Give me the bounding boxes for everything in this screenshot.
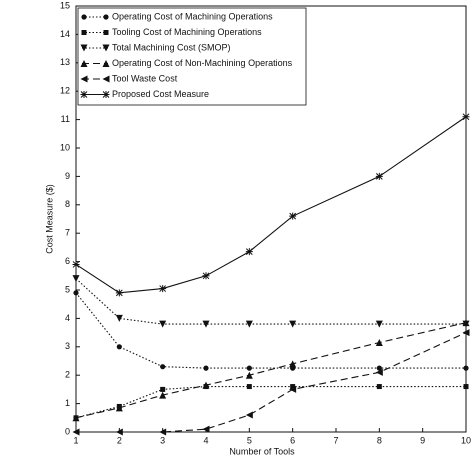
marker [375, 320, 383, 328]
series-line [75, 116, 467, 294]
marker [102, 60, 110, 67]
y-tick-label: 13 [60, 57, 70, 67]
marker [289, 212, 297, 220]
marker [160, 386, 166, 392]
marker [375, 339, 383, 347]
marker [159, 320, 167, 328]
marker [72, 260, 80, 268]
legend-label: Tool Waste Cost [112, 73, 178, 83]
marker [463, 365, 469, 371]
legend-label: Total Machining Cost (SMOP) [112, 42, 231, 52]
marker [202, 381, 210, 389]
marker [80, 75, 88, 83]
series-line [76, 332, 467, 433]
series-line [75, 322, 467, 419]
marker [80, 91, 88, 98]
x-tick-label: 8 [377, 435, 382, 445]
y-tick-label: 14 [60, 29, 70, 39]
marker [462, 319, 470, 327]
marker [245, 320, 253, 328]
marker [115, 428, 123, 436]
marker [80, 44, 88, 52]
marker [103, 30, 109, 35]
y-tick-label: 4 [65, 313, 70, 323]
y-tick-label: 8 [65, 199, 70, 209]
marker [72, 275, 80, 283]
marker [116, 344, 122, 350]
y-tick-label: 3 [65, 341, 70, 351]
legend-label: Proposed Cost Measure [112, 89, 209, 99]
marker [81, 14, 87, 20]
marker [160, 364, 166, 370]
series-line [75, 278, 466, 325]
marker [289, 320, 297, 328]
y-tick-label: 11 [61, 114, 70, 124]
plot-frame [75, 5, 467, 433]
y-axis-label: Cost Measure ($) [44, 184, 54, 254]
legend-box [77, 7, 307, 106]
marker [102, 75, 110, 83]
x-tick-label: 9 [420, 435, 425, 445]
y-tick-label: 15 [60, 0, 70, 10]
y-tick-label: 7 [65, 228, 70, 238]
marker [81, 30, 87, 35]
x-tick-label: 7 [333, 435, 338, 445]
marker [202, 425, 210, 433]
marker [462, 329, 470, 337]
marker [80, 60, 88, 67]
marker [375, 172, 383, 180]
marker [72, 428, 80, 436]
x-tick-label: 3 [160, 435, 165, 445]
legend-label: Tooling Cost of Machining Operations [112, 27, 262, 37]
marker [102, 91, 110, 98]
x-axis-label: Number of Tools [229, 446, 295, 456]
marker [376, 365, 382, 371]
series-line [75, 386, 466, 419]
y-tick-label: 12 [60, 86, 70, 96]
y-tick-label: 9 [65, 171, 70, 181]
marker [115, 314, 123, 322]
marker [203, 365, 209, 371]
x-tick-label: 1 [73, 435, 78, 445]
y-tick-label: 5 [65, 284, 70, 294]
marker [289, 360, 297, 368]
marker [159, 285, 167, 293]
marker [246, 384, 252, 390]
x-tick-label: 4 [203, 435, 208, 445]
marker [375, 368, 383, 376]
marker [159, 428, 167, 436]
y-tick-label: 0 [65, 426, 70, 436]
marker [102, 44, 110, 52]
marker [115, 289, 123, 297]
marker [115, 404, 123, 412]
marker [376, 384, 382, 390]
legend-label: Operating Cost of Machining Operations [112, 11, 273, 21]
legend-label: Operating Cost of Non-Machining Operatio… [112, 58, 293, 68]
marker [245, 411, 253, 419]
marker [462, 113, 470, 121]
marker [159, 391, 167, 399]
series-line [75, 292, 466, 369]
marker [202, 320, 210, 328]
y-tick-label: 6 [65, 256, 70, 266]
marker [463, 384, 469, 390]
marker [246, 365, 252, 371]
marker [72, 414, 80, 422]
y-tick-label: 10 [60, 142, 70, 152]
marker [290, 384, 296, 390]
marker [245, 371, 253, 379]
marker [103, 14, 109, 20]
x-tick-label: 5 [247, 435, 252, 445]
y-tick-label: 2 [65, 370, 70, 380]
x-tick-label: 10 [461, 435, 471, 445]
marker [202, 272, 210, 280]
y-tick-label: 1 [65, 398, 70, 408]
marker [73, 290, 79, 296]
marker [289, 385, 297, 393]
x-tick-label: 2 [117, 435, 122, 445]
marker [245, 248, 253, 256]
x-tick-label: 6 [290, 435, 295, 445]
